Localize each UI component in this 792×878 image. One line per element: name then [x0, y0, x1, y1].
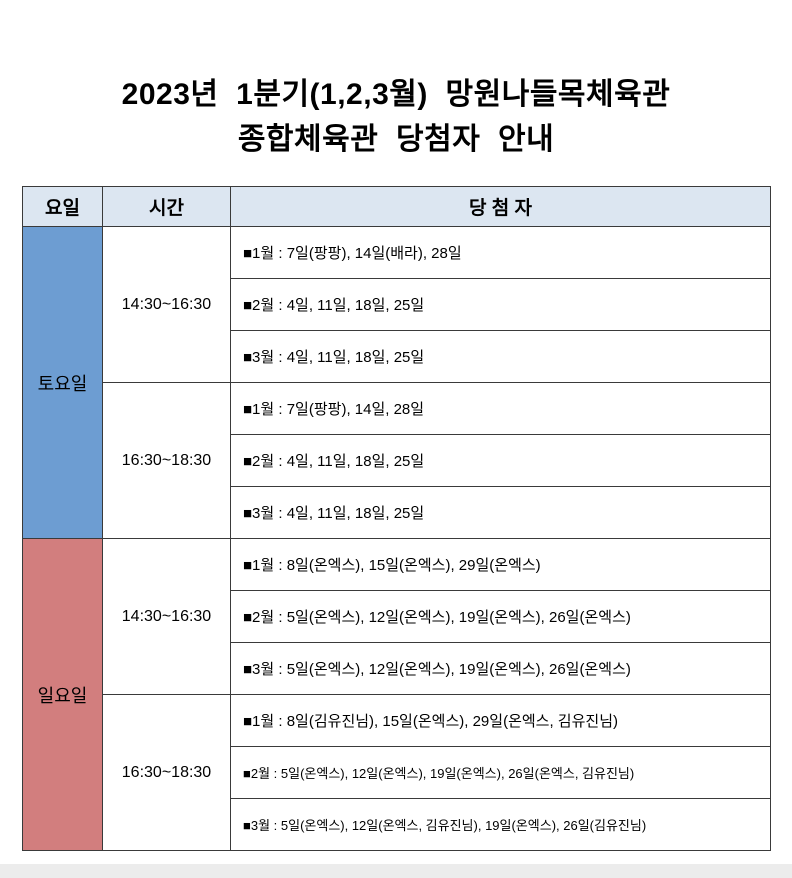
winner-cell: ■1월 : 8일(온엑스), 15일(온엑스), 29일(온엑스) [230, 538, 771, 591]
table-row: 16:30~18:30 ■1월 : 8일(김유진님), 15일(온엑스), 29… [23, 694, 771, 851]
time-cell-sat-afternoon: 14:30~16:30 [102, 226, 231, 383]
table-row: ■3월 : 4일, 11일, 18일, 25일 [23, 486, 771, 539]
winner-cell: ■3월 : 4일, 11일, 18일, 25일 [230, 486, 771, 539]
table-row: ■3월 : 5일(온엑스), 12일(온엑스, 김유진님), 19일(온엑스),… [23, 798, 771, 851]
table-row: ■3월 : 4일, 11일, 18일, 25일 [23, 330, 771, 383]
winner-cell: ■2월 : 5일(온엑스), 12일(온엑스), 19일(온엑스), 26일(온… [230, 590, 771, 643]
title-line-1: 2023년 1분기(1,2,3월) 망원나들목체육관 [121, 78, 671, 111]
table-row: ■3월 : 5일(온엑스), 12일(온엑스), 19일(온엑스), 26일(온… [23, 642, 771, 695]
table-row: ■2월 : 5일(온엑스), 12일(온엑스), 19일(온엑스), 26일(온… [23, 746, 771, 799]
page-title: 2023년 1분기(1,2,3월) 망원나들목체육관 종합체육관 당첨자 안내 [0, 0, 792, 162]
table-row: ■2월 : 5일(온엑스), 12일(온엑스), 19일(온엑스), 26일(온… [23, 590, 771, 643]
header-time: 시간 [102, 186, 231, 227]
table-row: 토요일 14:30~16:30 ■1월 : 7일(팡팡), 14일(배라), 2… [22, 226, 771, 539]
header-row: 요일 시간 당 첨 자 [22, 186, 771, 227]
winners-table: 요일 시간 당 첨 자 토요일 14:30~16:30 ■1월 : 7일(팡팡)… [22, 186, 771, 851]
day-cell-saturday: 토요일 [22, 226, 103, 539]
winner-cell: ■1월 : 7일(팡팡), 14일(배라), 28일 [230, 226, 771, 279]
winner-cell: ■2월 : 4일, 11일, 18일, 25일 [230, 278, 771, 331]
winner-cell: ■3월 : 5일(온엑스), 12일(온엑스, 김유진님), 19일(온엑스),… [230, 798, 771, 851]
header-day: 요일 [22, 186, 103, 227]
winner-cell: ■2월 : 5일(온엑스), 12일(온엑스), 19일(온엑스), 26일(온… [230, 746, 771, 799]
time-cell-sat-evening: 16:30~18:30 [102, 382, 231, 539]
time-cell-sun-evening: 16:30~18:30 [102, 694, 231, 851]
table-row: ■2월 : 4일, 11일, 18일, 25일 [23, 278, 771, 331]
page-bottom-strip [0, 864, 792, 878]
winner-cell: ■1월 : 7일(팡팡), 14일, 28일 [230, 382, 771, 435]
day-cell-sunday: 일요일 [22, 538, 103, 851]
winner-cell: ■1월 : 8일(김유진님), 15일(온엑스), 29일(온엑스, 김유진님) [230, 694, 771, 747]
winner-cell: ■3월 : 4일, 11일, 18일, 25일 [230, 330, 771, 383]
header-winners: 당 첨 자 [230, 186, 771, 227]
winner-cell: ■3월 : 5일(온엑스), 12일(온엑스), 19일(온엑스), 26일(온… [230, 642, 771, 695]
winner-cell: ■2월 : 4일, 11일, 18일, 25일 [230, 434, 771, 487]
title-line-2: 종합체육관 당첨자 안내 [237, 123, 555, 156]
table-row: 16:30~18:30 ■1월 : 7일(팡팡), 14일, 28일 [23, 382, 771, 539]
table-row: 일요일 14:30~16:30 ■1월 : 8일(온엑스), 15일(온엑스),… [22, 538, 771, 851]
time-cell-sun-afternoon: 14:30~16:30 [102, 538, 231, 695]
